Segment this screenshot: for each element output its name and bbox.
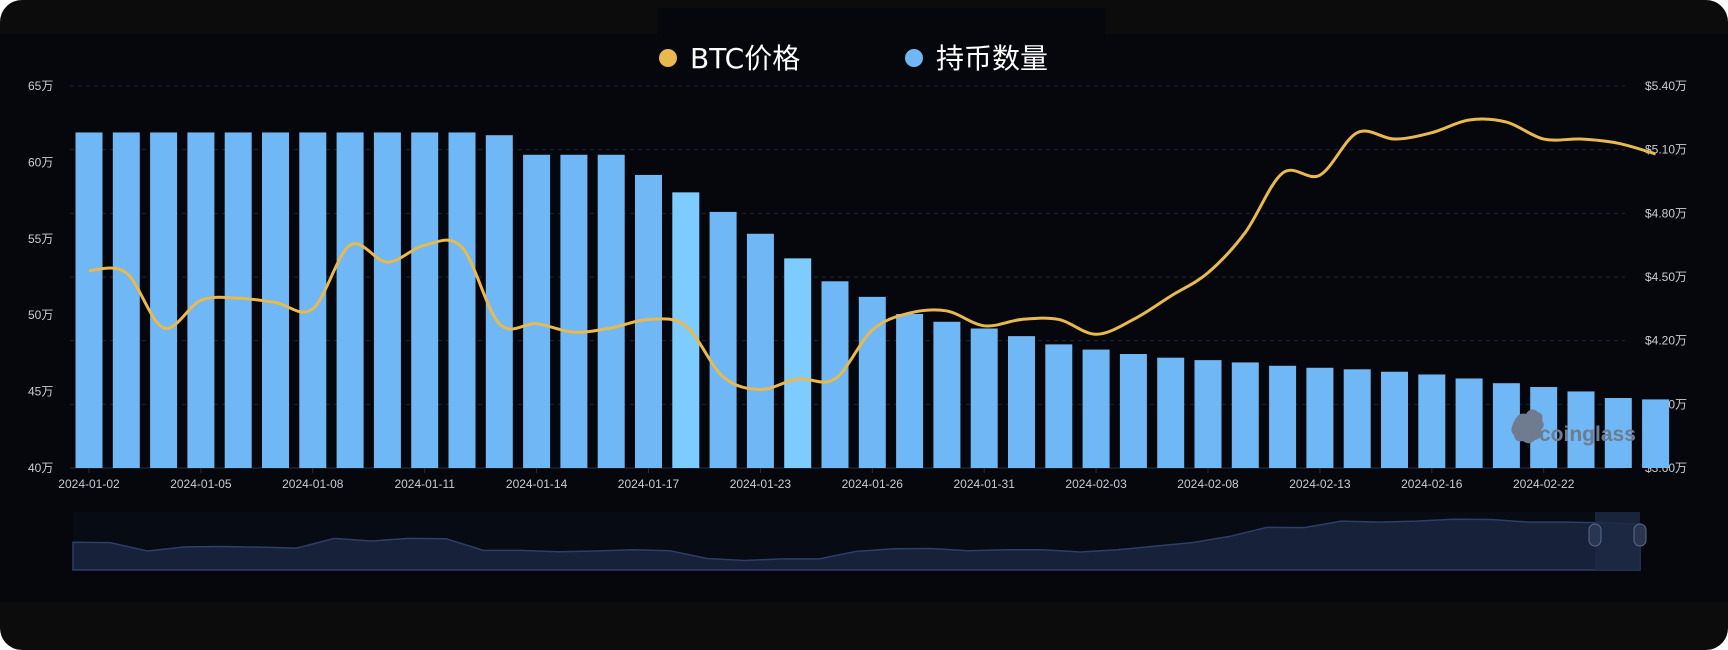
legend-marker-icon bbox=[905, 49, 923, 67]
legend-marker-icon bbox=[659, 49, 677, 67]
x-axis-tick-label: 2024-01-14 bbox=[506, 477, 568, 491]
bar bbox=[1343, 369, 1371, 468]
x-axis-tick-label: 2024-02-08 bbox=[1177, 477, 1239, 491]
bar bbox=[896, 313, 924, 468]
bar bbox=[1381, 371, 1408, 468]
x-axis-tick-label: 2024-02-16 bbox=[1401, 477, 1463, 491]
bar bbox=[373, 132, 401, 468]
bar bbox=[933, 321, 961, 468]
bar bbox=[1418, 374, 1446, 468]
x-axis-tick-label: 2024-02-22 bbox=[1513, 477, 1575, 491]
navigator-left-handle[interactable] bbox=[1588, 523, 1602, 547]
bar bbox=[970, 328, 998, 468]
x-axis-tick-label: 2024-01-23 bbox=[730, 477, 792, 491]
x-axis-tick-label: 2024-01-08 bbox=[282, 477, 344, 491]
navigator-selection[interactable] bbox=[1595, 512, 1640, 570]
legend-label: 持币数量 bbox=[936, 42, 1048, 75]
bar bbox=[1008, 336, 1035, 468]
x-axis-tick-label: 2024-01-11 bbox=[394, 477, 455, 491]
left-axis-tick-label: 55万 bbox=[28, 232, 53, 246]
x-axis-tick-label: 2024-01-26 bbox=[842, 477, 904, 491]
bar bbox=[448, 132, 476, 468]
coinglass-watermark: coinglass bbox=[1511, 409, 1636, 446]
x-axis-tick-label: 2024-01-17 bbox=[618, 477, 680, 491]
bar bbox=[1231, 362, 1259, 468]
right-axis-tick-label: $4.50万 bbox=[1645, 270, 1687, 284]
bar bbox=[821, 281, 849, 468]
bar bbox=[75, 132, 103, 468]
price-line bbox=[88, 117, 1657, 391]
bar bbox=[1306, 367, 1334, 468]
bar bbox=[1045, 344, 1073, 468]
bar bbox=[1194, 360, 1222, 468]
legend-band bbox=[657, 8, 1105, 38]
bar bbox=[858, 296, 886, 468]
bar bbox=[336, 132, 364, 468]
bar bbox=[1157, 357, 1185, 468]
left-axis-tick-label: 50万 bbox=[28, 308, 53, 322]
navigator-area bbox=[72, 518, 1641, 571]
bar bbox=[411, 132, 439, 468]
bar bbox=[485, 135, 513, 468]
right-axis-tick-label: $4.80万 bbox=[1645, 206, 1687, 220]
right-axis-tick-label: $5.40万 bbox=[1645, 79, 1687, 93]
coinglass-logo-icon bbox=[1511, 409, 1544, 444]
x-axis-tick-label: 2024-02-03 bbox=[1065, 477, 1127, 491]
bar bbox=[709, 211, 737, 468]
legend-label: BTC价格 bbox=[690, 42, 800, 75]
bar bbox=[672, 192, 700, 468]
bar bbox=[1455, 378, 1483, 468]
left-axis-tick-label: 40万 bbox=[28, 461, 53, 475]
left-axis-tick-label: 65万 bbox=[28, 79, 53, 93]
bar bbox=[112, 132, 140, 468]
bar bbox=[1642, 399, 1670, 468]
bar bbox=[1604, 398, 1632, 468]
bar bbox=[1269, 365, 1297, 468]
bar bbox=[1567, 391, 1595, 468]
x-axis-tick-label: 2024-01-02 bbox=[58, 477, 120, 491]
navigator-right-handle[interactable] bbox=[1633, 523, 1647, 547]
bar bbox=[560, 154, 588, 468]
right-axis-tick-label: $5.10万 bbox=[1645, 143, 1687, 157]
left-axis-tick-label: 45万 bbox=[28, 385, 53, 399]
bar bbox=[746, 233, 774, 468]
bar bbox=[299, 132, 327, 468]
watermark-text: coinglass bbox=[1539, 423, 1636, 446]
right-axis-tick-label: $4.20万 bbox=[1645, 334, 1687, 348]
bar bbox=[1082, 349, 1110, 468]
x-axis-tick-label: 2024-01-05 bbox=[170, 477, 232, 491]
bar bbox=[150, 132, 178, 468]
x-axis-tick-label: 2024-02-13 bbox=[1289, 477, 1351, 491]
bar bbox=[784, 258, 812, 468]
bar bbox=[523, 154, 551, 468]
bar bbox=[1119, 354, 1147, 468]
bar bbox=[597, 154, 625, 468]
left-axis-tick-label: 60万 bbox=[28, 155, 53, 169]
x-axis-tick-label: 2024-01-31 bbox=[954, 477, 1016, 491]
